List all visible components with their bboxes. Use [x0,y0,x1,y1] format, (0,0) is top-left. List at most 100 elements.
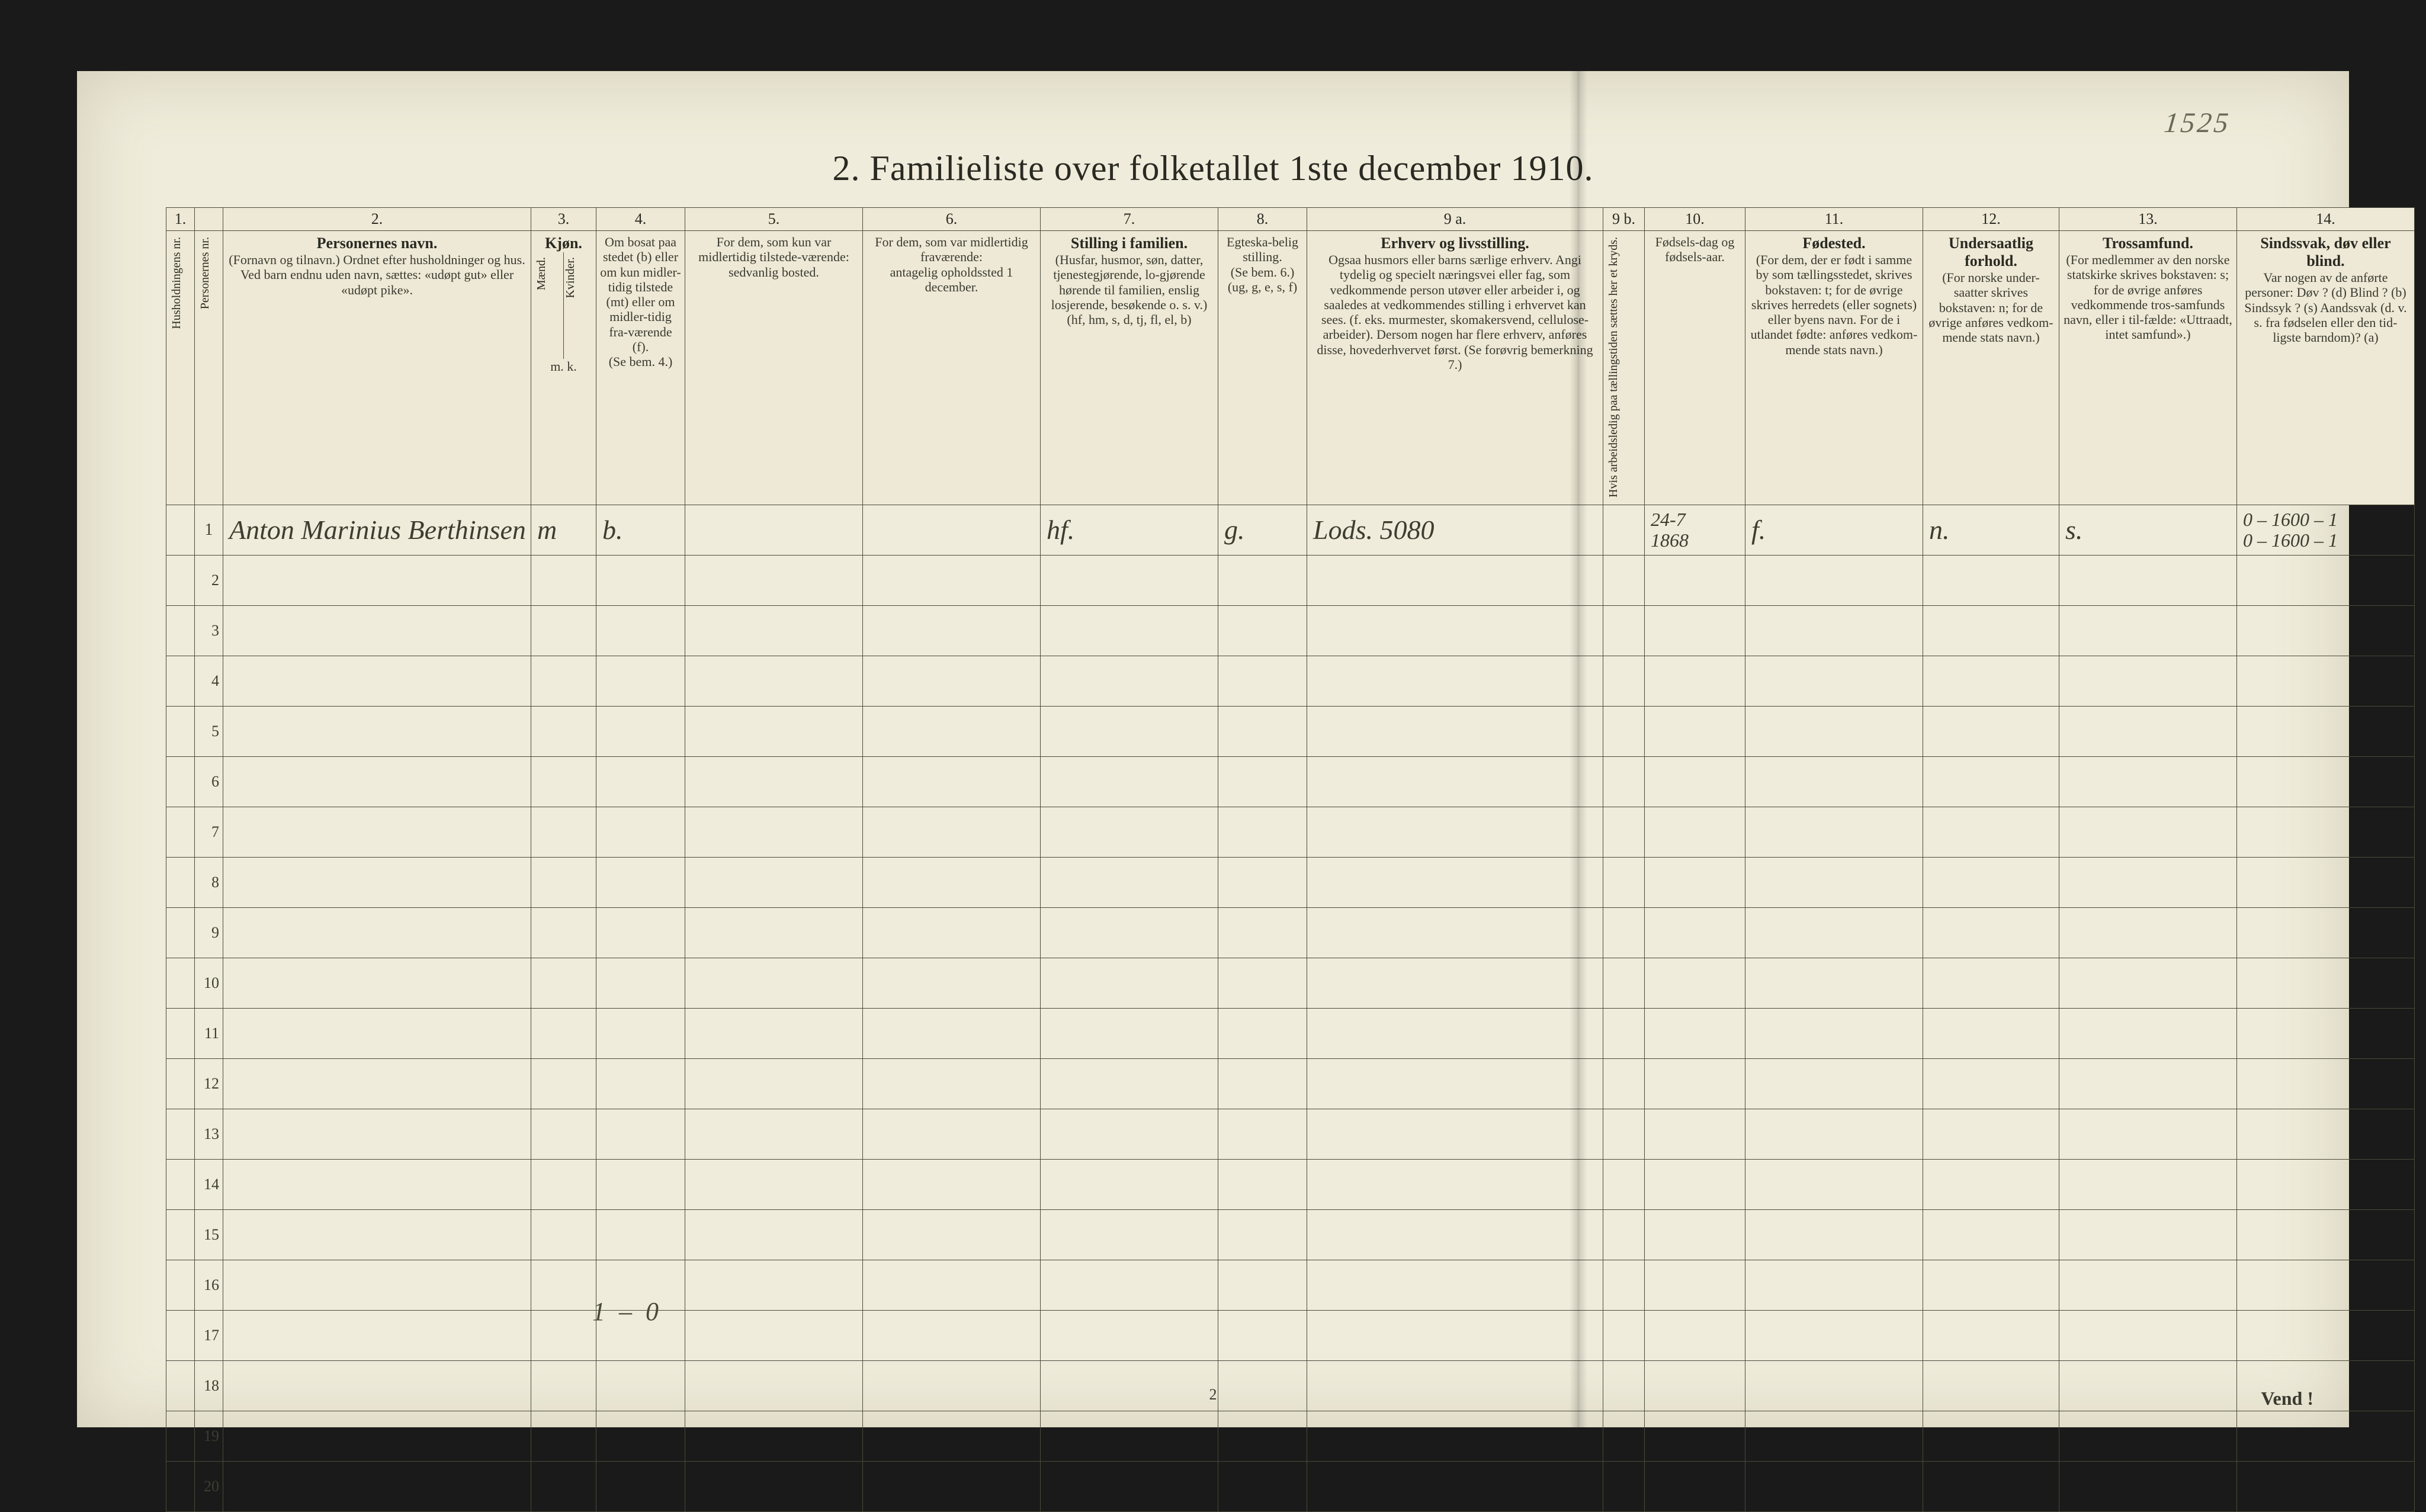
cell-c9b [1603,656,1645,706]
table-row: 6 [166,756,2415,807]
cell-c5 [685,1109,863,1159]
col-9b-arbeidsledig: Hvis arbeidsledig paa tællingstiden sætt… [1603,231,1645,505]
column-number-cell: 9 b. [1603,208,1645,231]
cell-birth [1645,656,1745,706]
cell-birth [1645,857,1745,907]
cell-faith [2059,1260,2237,1310]
cell-birth [1645,958,1745,1008]
cell-c5 [685,756,863,807]
cell-c5 [685,706,863,756]
cell-birth [1645,706,1745,756]
cell-pers_nr: 11 [195,1008,223,1058]
cell-c6 [863,555,1041,605]
cell-c9b [1603,1310,1645,1360]
cell-marital [1218,857,1307,907]
cell-bosat [596,857,685,907]
cell-c5 [685,1209,863,1260]
cell-pers_nr: 9 [195,907,223,958]
cell-family_pos [1041,958,1218,1008]
cell-sex [531,605,596,656]
cell-sex [531,756,596,807]
cell-bosat [596,555,685,605]
cell-c9b [1603,1058,1645,1109]
cell-faith [2059,1209,2237,1260]
column-number-cell: 3. [531,208,596,231]
col-1b-person-nr: Personernes nr. [195,231,223,505]
cell-family_pos [1041,1360,1218,1411]
cell-c5 [685,505,863,555]
cell-c9b [1603,1209,1645,1260]
cell-faith [2059,756,2237,807]
cell-family_pos [1041,1109,1218,1159]
table-row: 4 [166,656,2415,706]
cell-pers_nr: 19 [195,1411,223,1461]
cell-nationality: n. [1923,505,2059,555]
cell-marital [1218,1260,1307,1310]
cell-bosat [596,756,685,807]
cell-hush_nr [166,1411,195,1461]
col-13-trossamfund: Trossamfund. (For medlemmer av den norsk… [2059,231,2237,505]
cell-marital [1218,1209,1307,1260]
cell-c9b [1603,907,1645,958]
cell-birth [1645,1310,1745,1360]
table-row: 7 [166,807,2415,857]
cell-c5 [685,656,863,706]
cell-sex [531,907,596,958]
cell-birth [1645,1008,1745,1058]
cell-c14 [2237,907,2415,958]
cell-name [223,807,531,857]
cell-occupation [1307,605,1603,656]
table-row: 11 [166,1008,2415,1058]
vend-label: Vend ! [2261,1388,2313,1410]
cell-c5 [685,1360,863,1411]
cell-faith [2059,1159,2237,1209]
table-row: 14 [166,1159,2415,1209]
cell-c6 [863,505,1041,555]
cell-sex [531,1260,596,1310]
cell-nationality [1923,1008,2059,1058]
cell-name [223,605,531,656]
cell-c6 [863,958,1041,1008]
cell-pers_nr: 16 [195,1260,223,1310]
cell-name [223,1209,531,1260]
cell-pers_nr: 13 [195,1109,223,1159]
handwritten-page-number: 1525 [2162,107,2232,139]
table-row: 3 [166,605,2415,656]
cell-faith [2059,1310,2237,1360]
cell-bosat [596,807,685,857]
cell-name [223,756,531,807]
cell-birthplace [1745,1260,1923,1310]
cell-bosat [596,1109,685,1159]
cell-birthplace [1745,1310,1923,1360]
cell-c14 [2237,756,2415,807]
cell-c5 [685,1058,863,1109]
cell-marital [1218,1159,1307,1209]
cell-family_pos [1041,1159,1218,1209]
cell-bosat [596,1411,685,1461]
cell-name [223,1058,531,1109]
table-row: 19 [166,1411,2415,1461]
cell-occupation [1307,1360,1603,1411]
cell-nationality [1923,1360,2059,1411]
cell-bosat: b. [596,505,685,555]
col-7-stilling-familie: Stilling i familien. (Husfar, husmor, sø… [1041,231,1218,505]
cell-marital [1218,807,1307,857]
cell-birthplace [1745,1109,1923,1159]
cell-c5 [685,907,863,958]
cell-c6 [863,605,1041,656]
col-9a-erhverv: Erhverv og livsstilling. Ogsaa husmors e… [1307,231,1603,505]
table-row: 15 [166,1209,2415,1260]
cell-family_pos [1041,1310,1218,1360]
column-number-cell: 13. [2059,208,2237,231]
cell-c9b [1603,1260,1645,1310]
cell-nationality [1923,857,2059,907]
cell-birthplace [1745,1209,1923,1260]
column-number-row: 1.2.3.4.5.6.7.8.9 a.9 b.10.11.12.13.14. [166,208,2415,231]
cell-sex [531,1209,596,1260]
col-5-midlertidig-tilstede: For dem, som kun var midlertidig tilsted… [685,231,863,505]
cell-family_pos [1041,706,1218,756]
column-number-cell: 2. [223,208,531,231]
handwritten-tally: 1 – 0 [592,1296,662,1327]
cell-occupation [1307,907,1603,958]
cell-sex [531,857,596,907]
